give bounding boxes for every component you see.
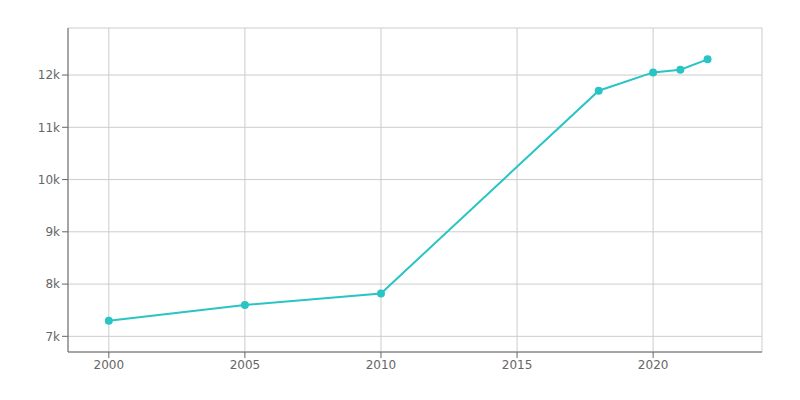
svg-text:2015: 2015 [502,358,533,372]
svg-text:2000: 2000 [94,358,125,372]
svg-text:7k: 7k [45,330,60,344]
svg-text:2020: 2020 [638,358,669,372]
svg-text:9k: 9k [45,225,60,239]
svg-text:2005: 2005 [230,358,261,372]
svg-text:12k: 12k [38,68,60,82]
svg-text:8k: 8k [45,277,60,291]
svg-text:10k: 10k [38,173,60,187]
svg-text:11k: 11k [38,121,60,135]
svg-text:2010: 2010 [366,358,397,372]
